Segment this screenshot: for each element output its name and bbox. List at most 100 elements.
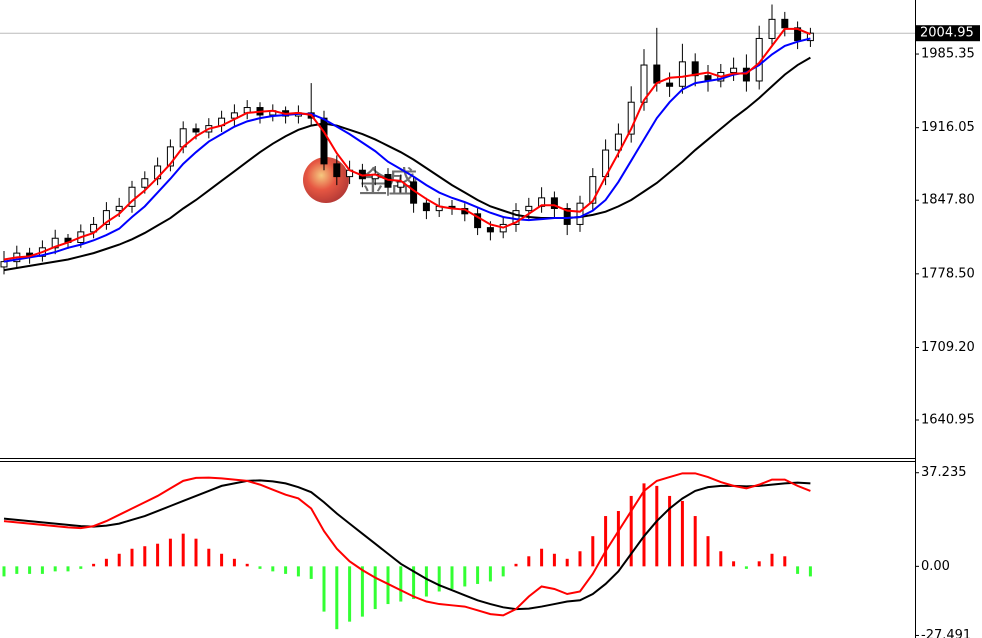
histogram-bar xyxy=(309,566,313,579)
histogram-bar xyxy=(284,566,288,574)
histogram-bar xyxy=(104,558,108,567)
histogram-bar xyxy=(399,566,403,602)
candle-body xyxy=(666,82,674,87)
histogram-bar xyxy=(181,533,185,567)
histogram-bar xyxy=(412,566,416,600)
histogram-bar xyxy=(296,566,300,577)
current-price-box xyxy=(916,25,980,42)
histogram-bar xyxy=(143,546,147,567)
histogram-bar xyxy=(796,566,800,574)
histogram-bar xyxy=(527,556,531,567)
histogram-bar xyxy=(322,566,326,612)
histogram-bar xyxy=(130,548,134,567)
y-tick-label: 1778.50 xyxy=(921,266,975,281)
y-tick-label: 1709.20 xyxy=(921,340,975,355)
candle-body xyxy=(589,176,597,204)
candle-body xyxy=(486,227,494,233)
histogram-bar xyxy=(232,558,236,567)
histogram-bar xyxy=(744,566,748,569)
histogram-bar xyxy=(591,536,595,567)
histogram-bar xyxy=(629,495,633,567)
candle-body xyxy=(653,64,661,84)
candle-body xyxy=(768,18,776,39)
candle-body xyxy=(115,205,123,212)
histogram-bar xyxy=(463,566,467,587)
histogram-bar xyxy=(706,536,710,567)
histogram-bar xyxy=(220,553,224,567)
histogram-bar xyxy=(450,566,454,589)
histogram-bar xyxy=(476,566,480,584)
candle-body xyxy=(422,202,430,212)
histogram-bar xyxy=(348,566,352,622)
y-tick-label: 1847.80 xyxy=(921,193,975,208)
current-price-label: 2004.95 xyxy=(920,26,974,41)
candle-body xyxy=(102,210,110,225)
candle-body xyxy=(128,186,136,207)
histogram-bar xyxy=(258,566,262,569)
candle-body xyxy=(474,213,482,229)
candle-body xyxy=(691,61,699,77)
histogram-bar xyxy=(386,566,390,605)
candle-body xyxy=(166,146,174,167)
y-tick-label: 1916.05 xyxy=(921,120,975,135)
candle-body xyxy=(678,61,686,87)
y-tick-label: 1985.35 xyxy=(921,47,975,62)
histogram-bar xyxy=(437,566,441,592)
histogram-bar xyxy=(668,495,672,567)
histogram-bar xyxy=(194,538,198,567)
indicator-line xyxy=(3,37,811,263)
histogram-bar xyxy=(168,538,172,567)
y-tick-label: 0.00 xyxy=(921,559,950,574)
histogram-bar xyxy=(578,551,582,567)
histogram-bar xyxy=(117,553,121,567)
indicator-line xyxy=(3,472,811,617)
histogram-bar xyxy=(732,561,736,567)
histogram-bar xyxy=(28,566,32,574)
candle-body xyxy=(0,261,8,268)
indicator-line xyxy=(3,27,811,261)
histogram-bar xyxy=(2,566,6,577)
histogram-bar xyxy=(156,543,160,567)
candle-body xyxy=(512,210,520,225)
candle-body xyxy=(141,178,149,188)
candle-body xyxy=(333,163,341,178)
candle-body xyxy=(627,101,635,135)
histogram-bar xyxy=(66,566,70,572)
histogram-bar xyxy=(540,548,544,567)
histogram-bar xyxy=(616,511,620,567)
candle-body xyxy=(781,18,789,29)
candle-body xyxy=(614,133,622,151)
candle-body xyxy=(730,67,738,73)
candle-body xyxy=(320,117,328,165)
histogram-bar xyxy=(693,516,697,567)
histogram-bar xyxy=(655,485,659,567)
histogram-bar xyxy=(770,553,774,567)
histogram-bar xyxy=(360,566,364,617)
histogram-bar xyxy=(373,566,377,610)
candle-body xyxy=(794,27,802,42)
histogram-bar xyxy=(92,563,96,567)
histogram-bar xyxy=(271,566,275,572)
candle-body xyxy=(563,207,571,225)
histogram-bar xyxy=(15,566,19,574)
y-tick-label: 1640.95 xyxy=(921,413,975,428)
candle-body xyxy=(742,67,750,82)
indicator-line xyxy=(3,479,811,611)
histogram-bar xyxy=(565,558,569,567)
histogram-bar xyxy=(757,561,761,567)
y-tick-label: 37.235 xyxy=(921,465,967,480)
histogram-bar xyxy=(642,483,646,567)
candle-body xyxy=(576,202,584,225)
histogram-bar xyxy=(245,563,249,567)
y-tick-label: -27.491 xyxy=(921,628,971,638)
histogram-bar xyxy=(424,566,428,597)
histogram-bar xyxy=(514,563,518,567)
candle-body xyxy=(550,197,558,209)
histogram-bar xyxy=(488,566,492,582)
histogram-bar xyxy=(79,566,83,569)
histogram-bar xyxy=(501,566,505,577)
histogram-bar xyxy=(53,566,57,572)
histogram-bar xyxy=(552,553,556,567)
